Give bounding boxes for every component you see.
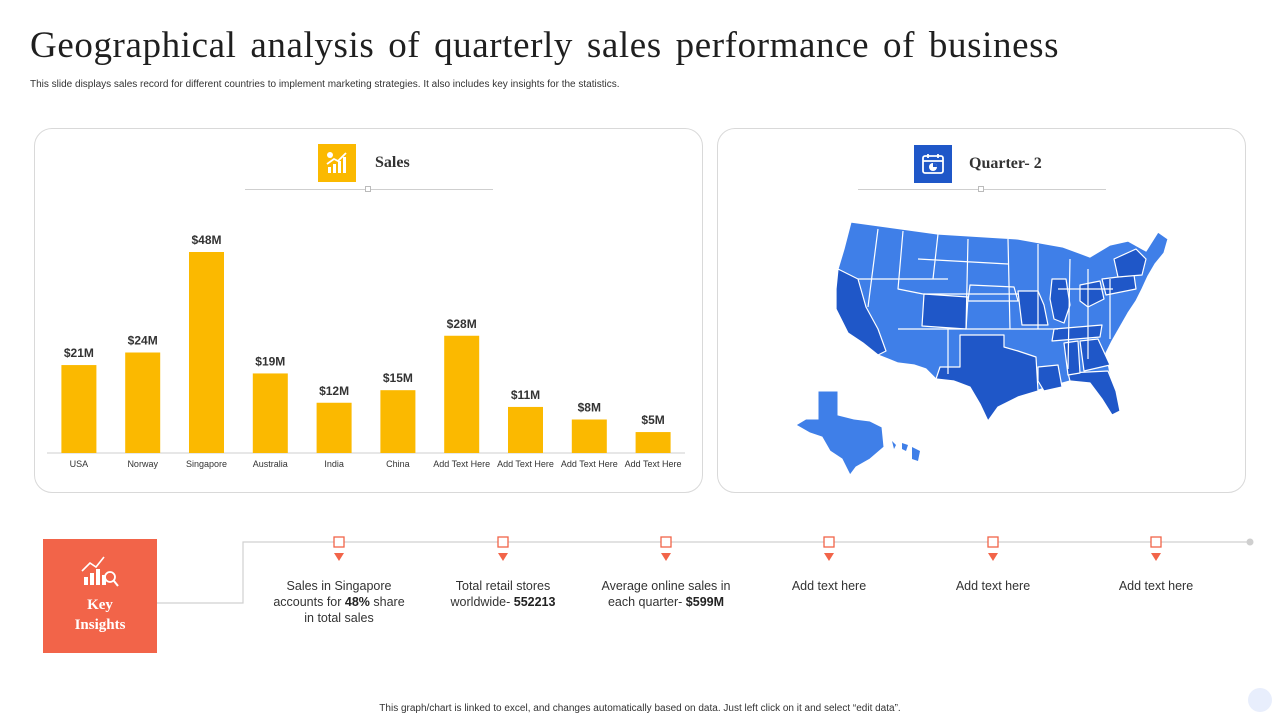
state-louisiana <box>1037 364 1063 392</box>
state-nebraska <box>967 284 1019 302</box>
sales-card-label: Sales <box>375 154 410 171</box>
bar-value-label-7: $11M <box>511 388 540 402</box>
sales-chart-card: Sales $21M USA $24M Norway $48M Singapore $19M… <box>34 128 703 493</box>
timeline-marker-1 <box>497 536 509 548</box>
x-tick-label-4: India <box>324 459 344 469</box>
bar-value-label-1: $24M <box>128 334 158 348</box>
timeline-arrow-0 <box>334 553 344 561</box>
corner-decoration <box>1248 688 1272 712</box>
texas-inset-shape <box>795 390 885 476</box>
page-title: Geographical analysis of quarterly sales… <box>30 25 1060 66</box>
usa-map <box>795 221 1169 476</box>
bar-value-label-6: $28M <box>447 317 477 331</box>
timeline-arrow-5 <box>1151 553 1161 561</box>
state-tennessee <box>1051 324 1103 342</box>
map-card-divider-dot <box>978 186 984 192</box>
chart-magnifier-icon <box>81 556 119 587</box>
sales-bar-chart: $21M USA $24M Norway $48M Singapore $19M Austra… <box>47 233 685 469</box>
bar-value-label-4: $12M <box>319 384 349 398</box>
x-tick-label-7: Add Text Here <box>497 459 554 469</box>
bar-value-label-2: $48M <box>191 233 221 247</box>
insight-text-5: Add text here <box>1118 579 1194 593</box>
timeline-marker-4 <box>987 536 999 548</box>
insight-text-4: Add text here <box>955 579 1031 593</box>
bar-1 <box>125 352 161 453</box>
bar-9 <box>635 432 671 453</box>
bar-0 <box>61 365 97 453</box>
insight-text-0: Sales in Singapore accounts for 48% shar… <box>273 579 405 625</box>
map-card-label: Quarter- 2 <box>969 155 1042 172</box>
x-tick-label-1: Norway <box>127 459 158 469</box>
timeline-arrow-3 <box>824 553 834 561</box>
timeline-marker-3 <box>823 536 835 548</box>
hawaii-islands-shape <box>892 441 920 461</box>
timeline-arrow-2 <box>661 553 671 561</box>
bar-2 <box>189 252 224 453</box>
key-insights-label: Key Insights <box>74 597 126 633</box>
insight-text-2: Average online sales in each quarter- $5… <box>601 579 731 609</box>
timeline-arrow-1 <box>498 553 508 561</box>
calendar-pie-icon <box>914 145 952 183</box>
x-tick-label-3: Australia <box>253 459 288 469</box>
sales-card-divider-dot <box>365 186 371 192</box>
state-new-york <box>1113 248 1147 278</box>
bar-8 <box>571 419 607 453</box>
state-borders <box>858 228 1113 374</box>
bar-value-label-3: $19M <box>255 354 285 368</box>
state-illinois <box>1049 278 1071 324</box>
bar-4 <box>316 402 352 453</box>
state-california <box>835 268 887 356</box>
state-colorado <box>921 293 969 330</box>
insight-text-1: Total retail stores worldwide- 552213 <box>450 579 556 609</box>
bar-value-label-8: $8M <box>578 401 601 415</box>
bar-5 <box>380 390 416 453</box>
x-tick-label-2: Singapore <box>186 459 227 469</box>
bar-7 <box>508 406 543 453</box>
x-tick-label-8: Add Text Here <box>561 459 618 469</box>
state-ohio <box>1079 280 1105 308</box>
bar-value-label-0: $21M <box>64 346 94 360</box>
state-texas <box>935 334 1039 422</box>
x-tick-label-5: China <box>386 459 410 469</box>
footer-note: This graph/chart is linked to excel, and… <box>379 703 901 714</box>
timeline-marker-2 <box>660 536 672 548</box>
x-tick-label-6: Add Text Here <box>433 459 490 469</box>
bar-chart-growth-icon <box>318 144 356 182</box>
page-subtitle: This slide displays sales record for dif… <box>30 79 620 90</box>
timeline-marker-5 <box>1150 536 1162 548</box>
timeline-marker-0 <box>333 536 345 548</box>
bar-value-label-9: $5M <box>641 413 664 427</box>
insight-text-3: Add text here <box>791 579 867 593</box>
bar-value-label-5: $15M <box>383 371 413 385</box>
x-tick-label-9: Add Text Here <box>625 459 682 469</box>
key-insights-box: Key Insights <box>43 539 157 653</box>
state-florida <box>1067 370 1121 416</box>
map-card: Quarter- 2 <box>717 128 1246 493</box>
timeline-end-dot <box>1246 538 1254 546</box>
x-tick-label-0: USA <box>70 459 89 469</box>
timeline-arrow-4 <box>988 553 998 561</box>
bar-6 <box>444 335 480 453</box>
bar-3 <box>252 373 288 453</box>
